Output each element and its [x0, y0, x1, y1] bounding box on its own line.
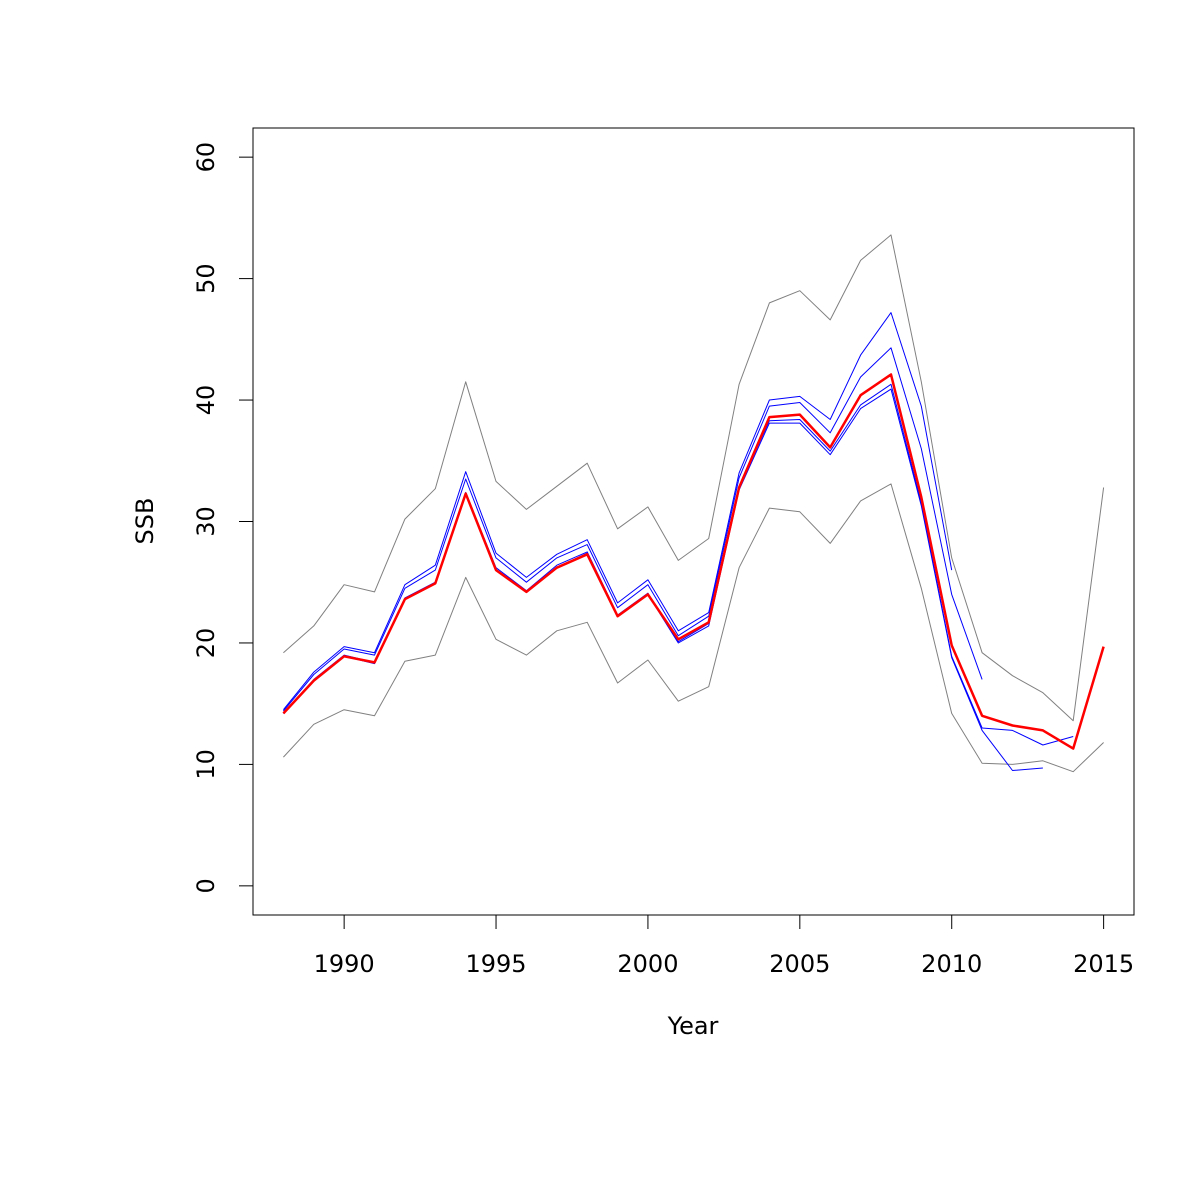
y-axis-title: SSB [131, 498, 159, 545]
y-tick-label: 10 [192, 749, 220, 780]
x-tick-label: 2005 [769, 950, 830, 978]
y-tick-label: 20 [192, 628, 220, 659]
x-tick-label: 2015 [1073, 950, 1134, 978]
x-axis: 1990 1995 2000 2005 2010 2015 [314, 914, 1134, 978]
x-axis-title: Year [667, 1012, 719, 1040]
series-layer [282, 234, 1105, 773]
series-line-lower-ci [283, 483, 1104, 773]
x-tick-label: 1990 [314, 950, 375, 978]
y-tick-label: 60 [192, 142, 220, 173]
series-line-estimate [282, 373, 1105, 750]
x-tick-label: 1995 [465, 950, 526, 978]
y-tick-label: 50 [192, 263, 220, 294]
series-line-retrospective-peel-3 [283, 347, 983, 712]
series-line-upper-ci [283, 234, 1105, 722]
y-tick-label: 40 [192, 385, 220, 416]
x-tick-label: 2010 [921, 950, 982, 978]
x-tick-label: 2000 [617, 950, 678, 978]
series-line-retrospective-peel-1 [283, 383, 1074, 746]
y-tick-label: 30 [192, 506, 220, 537]
series-line-retrospective-peel-4 [283, 312, 953, 711]
plot-frame [252, 127, 1135, 916]
y-axis: 0 10 20 30 40 50 60 [192, 142, 254, 894]
y-tick-label: 0 [192, 878, 220, 893]
